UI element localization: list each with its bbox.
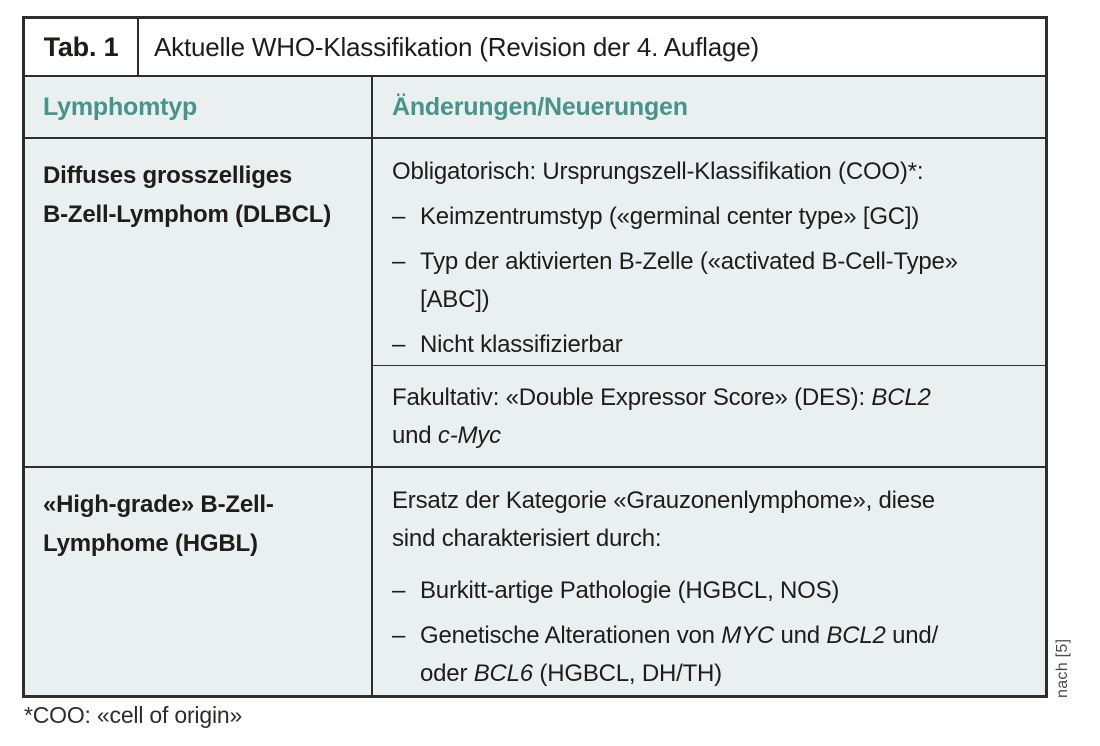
table-footnote: *COO: «cell of origin» — [24, 702, 243, 728]
table-row-dlbcl: Diffuses grosszelliges B-Zell-Lymphom (DL… — [25, 139, 1045, 468]
alteration-text: oder — [420, 660, 474, 687]
column-header-aenderungen: Änderungen/Neuerungen — [392, 92, 688, 121]
list-item-text: Typ der aktivierten B-Zelle («activated … — [420, 243, 1033, 319]
table-row-hgbl: «High-grade» B-Zell- Lymphome (HGBL) Ersa… — [25, 468, 1045, 695]
column-header-lymphomtyp: Lymphomtyp — [25, 77, 373, 137]
alteration-text: und/ — [885, 622, 939, 649]
table-title: Aktuelle WHO-Klassifikation (Revision de… — [154, 31, 759, 62]
list-item: – Keimzentrumstyp («germinal center type»… — [392, 198, 1033, 236]
table-title-row: Tab. 1 Aktuelle WHO-Klassifikation (Revi… — [25, 19, 1045, 77]
cell-changes-hgbl: Ersatz der Kategorie «Grauzonenlymphome»… — [373, 468, 1045, 695]
dash-bullet: – — [392, 248, 406, 275]
gene-name: MYC — [721, 622, 775, 649]
table-number-label: Tab. 1 — [25, 19, 139, 75]
text-line: oder BCL6 (HGBCL, DH/TH) — [420, 655, 1033, 693]
list-item-text: Genetische Alterationen von MYC und BCL2… — [420, 617, 1033, 693]
cell-changes-dlbcl: Obligatorisch: Ursprungszell-Klassifikat… — [373, 139, 1045, 466]
fakultativ-text: und — [392, 422, 438, 449]
cell-lymphomtyp-dlbcl: Diffuses grosszelliges B-Zell-Lymphom (DL… — [25, 139, 373, 466]
text-line: «High-grade» B-Zell- — [43, 491, 274, 518]
list-item: – Genetische Alterationen von MYC und BCL… — [392, 617, 1033, 693]
source-citation: nach [5] — [1054, 638, 1071, 698]
column-header-row: Lymphomtyp Änderungen/Neuerungen — [25, 77, 1045, 139]
alteration-text: Genetische Alterationen von — [420, 622, 722, 649]
text-line: B-Zell-Lymphom (DLBCL) — [43, 201, 332, 228]
gene-name: BCL2 — [871, 384, 931, 411]
who-classification-table: Tab. 1 Aktuelle WHO-Klassifikation (Revi… — [22, 16, 1048, 698]
alteration-text: (HGBCL, DH/TH) — [532, 660, 722, 687]
list-item-text: Burkitt-artige Pathologie (HGBCL, NOS) — [420, 577, 840, 604]
list-item: – Nicht klassifizierbar — [392, 326, 1033, 364]
alteration-text: und — [774, 622, 827, 649]
subcell-obligatorisch: Obligatorisch: Ursprungszell-Klassifikat… — [373, 139, 1045, 366]
list-item-text: Nicht klassifizierbar — [420, 331, 623, 358]
text-line: und c-Myc — [392, 417, 1033, 455]
list-item: – Burkitt-artige Pathologie (HGBCL, NOS) — [392, 572, 1033, 610]
text-line: Diffuses grosszelliges — [43, 162, 293, 189]
text-line: Fakultativ: «Double Expressor Score» (DE… — [392, 379, 1033, 417]
cell-lymphomtyp-hgbl: «High-grade» B-Zell- Lymphome (HGBL) — [25, 468, 373, 695]
gene-name: BCL2 — [826, 622, 886, 649]
fakultativ-text: Fakultativ: «Double Expressor Score» (DE… — [392, 384, 872, 411]
gene-name: c-Myc — [437, 422, 501, 449]
text-line: Typ der aktivierten B-Zelle («activated … — [420, 248, 958, 275]
text-line: [ABC]) — [420, 286, 490, 313]
text-line: Lymphome (HGBL) — [43, 530, 258, 557]
text-line: sind charakterisiert durch: — [392, 525, 662, 552]
gene-name: BCL6 — [473, 660, 533, 687]
list-item-text: Keimzentrumstyp («germinal center type» … — [420, 203, 920, 230]
dash-bullet: – — [392, 203, 406, 230]
dash-bullet: – — [392, 577, 406, 604]
dash-bullet: – — [392, 331, 406, 358]
paragraph-hgbl-intro: Ersatz der Kategorie «Grauzonenlymphome»… — [392, 482, 1033, 558]
text-line: Genetische Alterationen von MYC und BCL2… — [420, 617, 1033, 655]
paragraph-obligatorisch-intro: Obligatorisch: Ursprungszell-Klassifikat… — [392, 158, 924, 185]
text-line: Ersatz der Kategorie «Grauzonenlymphome»… — [392, 487, 935, 514]
list-item: – Typ der aktivierten B-Zelle («activated… — [392, 243, 1033, 319]
dash-bullet: – — [392, 622, 406, 649]
subcell-fakultativ: Fakultativ: «Double Expressor Score» (DE… — [373, 366, 1045, 464]
